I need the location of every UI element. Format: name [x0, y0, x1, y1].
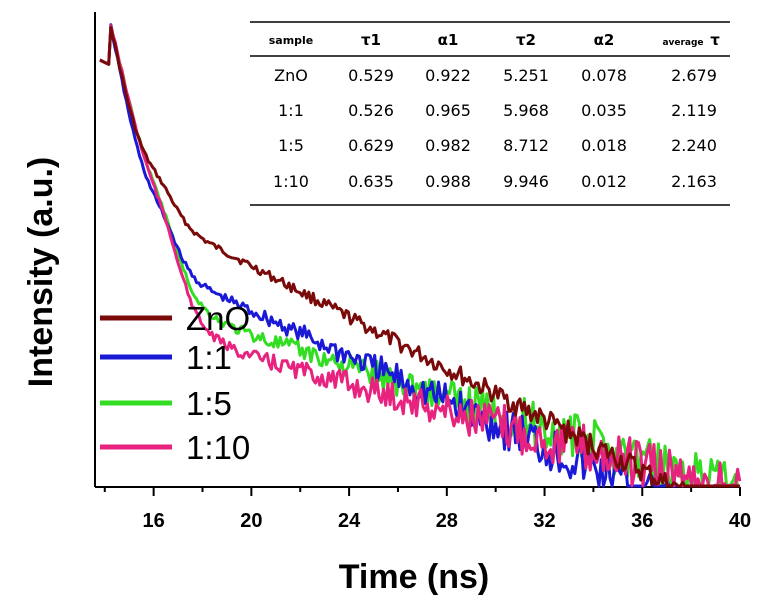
table-cell: 5.968: [503, 101, 549, 120]
series-line-ZnO: [99, 25, 740, 488]
table-cell: 0.635: [348, 172, 394, 191]
decay-curves: [99, 23, 742, 488]
x-ticks: 16 20 24 28 32 36 40: [103, 487, 751, 532]
table-cell: 9.946: [503, 172, 549, 191]
table-cell: 0.018: [581, 136, 627, 155]
table-header-average: average: [662, 38, 703, 48]
table-cell: 8.712: [503, 136, 549, 155]
table-cell: 2.240: [671, 136, 717, 155]
table-cell: 1:10: [273, 172, 309, 191]
x-tick-label: 36: [631, 510, 653, 532]
table-cell: 2.119: [671, 101, 717, 120]
series-line-1-5: [99, 23, 740, 488]
x-tick-label: 40: [729, 510, 751, 532]
fit-parameter-table: sample τ1 α1 τ2 α2 average τ ZnO 0.529 0.9…: [250, 18, 730, 206]
legend-label-1-10: 1:10: [186, 429, 250, 466]
table-cell: ZnO: [274, 66, 308, 85]
x-axis-title: Time (ns): [339, 558, 490, 596]
table-cell: 5.251: [503, 66, 549, 85]
table-cell: 0.012: [581, 172, 627, 191]
table-cell: 0.526: [348, 101, 394, 120]
table-cell: 0.965: [425, 101, 471, 120]
table-cell: 2.679: [671, 66, 717, 85]
table-cell: 0.922: [425, 66, 471, 85]
table-body: ZnO 0.529 0.922 5.251 0.078 2.679 1:1 0.526 0.96…: [273, 66, 717, 191]
x-tick-label: 28: [436, 510, 458, 532]
table-cell: 0.035: [581, 101, 627, 120]
table-cell: 0.629: [348, 136, 394, 155]
legend-label-1-1: 1:1: [186, 339, 232, 376]
legend-label-1-5: 1:5: [186, 385, 232, 422]
x-tick-label: 24: [338, 510, 361, 532]
x-tick-label: 16: [143, 510, 165, 532]
table-header-tau2: τ2: [516, 31, 536, 49]
legend-label-zno: ZnO: [186, 300, 250, 337]
table-header-alpha1: α1: [438, 31, 459, 49]
legend: ZnO 1:1 1:5 1:10: [100, 300, 250, 466]
table-cell: 2.163: [671, 172, 717, 191]
table-cell: 1:5: [278, 136, 304, 155]
table-cell: 0.982: [425, 136, 471, 155]
table-cell: 1:1: [278, 101, 304, 120]
series-line-1-10: [99, 24, 742, 488]
table-header-alpha2: α2: [594, 31, 615, 49]
x-tick-label: 32: [533, 510, 555, 532]
table-cell: 0.529: [348, 66, 394, 85]
table-header-average-tau: τ: [710, 31, 720, 49]
table-header-sample: sample: [269, 34, 314, 47]
table-cell: 0.078: [581, 66, 627, 85]
table-header-tau1: τ1: [361, 31, 381, 49]
y-axis-title: Intensity (a.u.): [22, 157, 60, 387]
table-cell: 0.988: [425, 172, 471, 191]
x-tick-label: 20: [240, 510, 262, 532]
